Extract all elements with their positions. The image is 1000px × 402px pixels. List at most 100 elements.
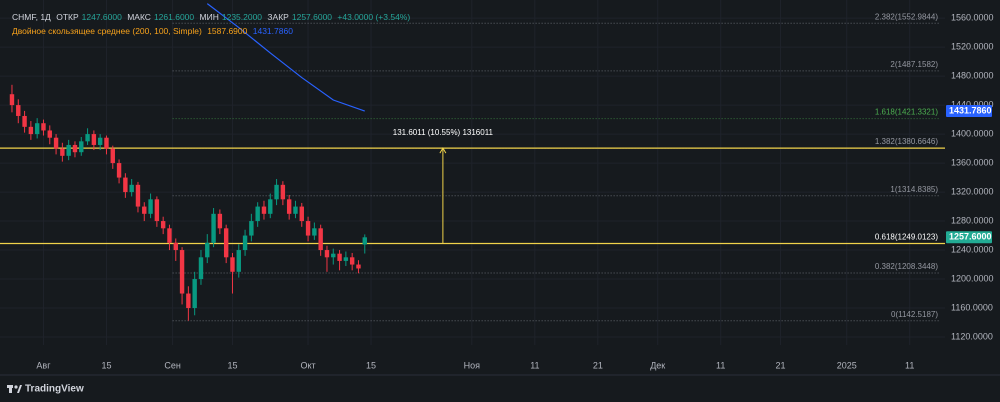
y-tick-label: 1440.0000 xyxy=(951,99,994,109)
indicator-value: 1587.6900 xyxy=(207,26,248,36)
symbol: CHMF, 1Д xyxy=(12,12,51,22)
ohlc-value: 1235.2000 xyxy=(221,12,263,22)
x-tick-label: 2025 xyxy=(837,360,857,370)
candle-body xyxy=(104,137,109,149)
candle-body xyxy=(343,257,349,261)
y-tick-label: 1240.0000 xyxy=(951,244,994,254)
x-tick-label: 15 xyxy=(101,360,111,370)
candle-body xyxy=(331,253,336,258)
candle-body xyxy=(198,257,204,280)
candle-body xyxy=(9,94,15,106)
y-tick-label: 1520.0000 xyxy=(951,41,994,51)
x-tick-label: Ноя xyxy=(464,360,481,370)
price-tag-label: 1257.6000 xyxy=(949,232,992,242)
candle-body xyxy=(34,123,40,135)
price-tag xyxy=(946,231,992,244)
candle-body xyxy=(293,206,298,214)
candle-body xyxy=(148,199,153,214)
candle-body xyxy=(211,213,216,243)
candle-body xyxy=(255,206,260,222)
candle-body xyxy=(280,184,286,200)
candle-body xyxy=(261,206,267,214)
indicator-name: Двойное скользящее среднее (200, 100, Si… xyxy=(12,26,202,36)
fib-label: 0(1142.5187) xyxy=(891,310,938,319)
fib-label: 0.618(1249.0123) xyxy=(875,233,939,242)
candle-body xyxy=(22,115,27,127)
candle-body xyxy=(268,199,273,214)
logo xyxy=(7,385,22,393)
y-tick-label: 1280.0000 xyxy=(951,215,994,225)
footer-brand: TradingView xyxy=(25,384,84,395)
candle-body xyxy=(116,163,122,178)
candle-body xyxy=(274,184,279,200)
x-tick-label: Авг xyxy=(36,360,51,370)
x-tick-label: 11 xyxy=(530,360,539,370)
candle-body xyxy=(123,177,128,193)
measure-label: 131.6011 (10.55%) 1316011 xyxy=(393,128,494,137)
change: +43.0000 (+3.54%) xyxy=(337,12,411,22)
candle-body xyxy=(362,237,367,245)
x-tick-label: 15 xyxy=(227,360,237,370)
candle-body xyxy=(223,228,229,258)
y-tick-label: 1360.0000 xyxy=(951,157,994,167)
ohlc-value: 1261.6000 xyxy=(153,12,195,22)
x-tick-label: Дек xyxy=(650,360,665,370)
candle-body xyxy=(60,148,65,156)
price-tag xyxy=(946,105,992,118)
y-tick-label: 1200.0000 xyxy=(951,273,994,283)
price-axis-bg xyxy=(945,0,1000,375)
y-tick-label: 1560.0000 xyxy=(951,12,994,22)
candle-body xyxy=(167,228,172,243)
candle-body xyxy=(129,184,134,193)
candle-body xyxy=(230,257,235,272)
x-tick-label: Сен xyxy=(164,360,181,370)
candle-body xyxy=(242,235,248,251)
candle-body xyxy=(79,141,84,153)
fib-label: 0.382(1208.3448) xyxy=(875,262,939,271)
ohlc-value: 1257.6000 xyxy=(291,12,333,22)
ohlc-label: ЗАКР xyxy=(267,12,289,22)
candle-body xyxy=(91,134,97,145)
x-tick-label: 21 xyxy=(593,360,603,370)
candle-body xyxy=(312,228,317,236)
candle-body xyxy=(154,199,160,222)
x-tick-label: 21 xyxy=(776,360,786,370)
candle-body xyxy=(47,130,52,138)
legend-row: CHMF, 1Д ОТКР 1247.6000 МАКС 1261.6000 МИН… xyxy=(12,12,413,22)
candle-body xyxy=(299,206,304,222)
candle-body xyxy=(186,293,191,309)
x-tick-label: 11 xyxy=(905,360,914,370)
indicator-row: Двойное скользящее среднее (200, 100, Si… xyxy=(12,26,296,36)
candle-body xyxy=(192,279,197,309)
ohlc-label: ОТКР xyxy=(56,12,79,22)
candle-body xyxy=(356,264,361,269)
ohlc-label: МИН xyxy=(199,12,219,22)
candle-body xyxy=(349,257,355,265)
y-tick-label: 1480.0000 xyxy=(951,70,994,80)
candle-body xyxy=(173,242,178,251)
fib-label: 2.382(1552.9844) xyxy=(875,12,939,21)
candle-body xyxy=(72,144,78,153)
candle-body xyxy=(97,137,103,145)
candle-body xyxy=(160,221,166,229)
fib-label: 1.382(1380.6646) xyxy=(875,137,939,146)
candle-body xyxy=(85,134,90,142)
candle-body xyxy=(16,105,21,116)
fib-label: 1.618(1421.3321) xyxy=(875,108,939,117)
price-tag-label: 1431.7860 xyxy=(949,105,992,115)
candle-body xyxy=(217,213,223,229)
candle-body xyxy=(179,250,185,294)
candle-body xyxy=(53,137,59,149)
candle-body xyxy=(324,250,330,258)
fib-label: 2(1487.1582) xyxy=(890,60,938,69)
candle-body xyxy=(305,221,311,236)
ohlc-value: 1247.6000 xyxy=(81,12,122,22)
candle-body xyxy=(142,206,147,214)
indicator-value: 1431.7860 xyxy=(252,26,293,36)
candle-body xyxy=(286,199,292,214)
fib-label: 1(1314.8385) xyxy=(890,185,938,194)
candle-body xyxy=(135,184,141,207)
x-tick-label: Окт xyxy=(300,360,315,370)
candle-body xyxy=(249,221,254,236)
